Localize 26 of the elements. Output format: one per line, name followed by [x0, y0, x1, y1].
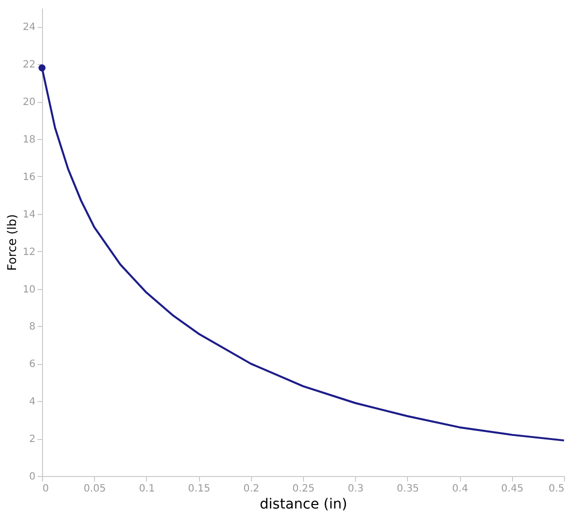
y-tick-label: 0: [29, 472, 36, 482]
y-tick-label: 4: [29, 396, 36, 408]
y-axis-title: Force (lb): [4, 214, 19, 271]
y-tick-label: 6: [29, 359, 36, 370]
y-tick-label: 18: [22, 134, 36, 146]
x-tick-label: 0.5: [548, 484, 564, 494]
x-tick-label: 0.4: [452, 484, 468, 494]
x-tick-label: 0: [42, 484, 49, 494]
x-axis-title: distance (in): [260, 496, 348, 512]
x-tick-label: 0.05: [84, 484, 106, 494]
x-tick-label: 0.35: [396, 484, 420, 494]
x-tick-label: 0.1: [138, 484, 155, 494]
y-tick-label: 10: [22, 284, 36, 296]
x-tick-label: 0.25: [292, 484, 315, 494]
x-tick-label: 0.3: [348, 484, 364, 494]
y-tick-label: 22: [22, 60, 36, 71]
y-tick-label: 2: [29, 434, 36, 446]
y-tick-label: 8: [29, 322, 36, 333]
x-tick-label: 0.15: [188, 484, 210, 494]
y-tick-label: 14: [22, 209, 36, 220]
x-tick-label: 0.45: [501, 484, 524, 494]
y-tick-label: 24: [22, 22, 36, 34]
x-tick-label: 0.2: [243, 484, 260, 494]
y-tick-label: 20: [22, 97, 36, 108]
y-tick-label: 12: [22, 246, 36, 258]
y-tick-label: 16: [22, 172, 36, 183]
